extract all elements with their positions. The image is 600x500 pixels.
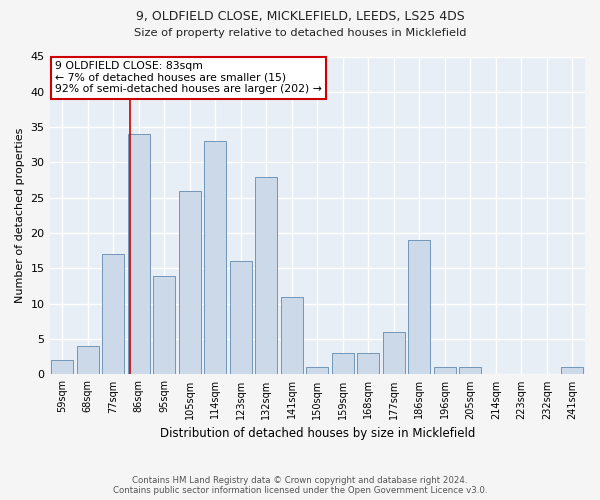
Bar <box>179 190 200 374</box>
Bar <box>256 176 277 374</box>
Bar <box>77 346 98 374</box>
Bar <box>281 296 302 374</box>
Bar <box>103 254 124 374</box>
Bar <box>332 353 353 374</box>
Bar <box>358 353 379 374</box>
Bar <box>154 276 175 374</box>
Bar <box>128 134 149 374</box>
Text: Contains HM Land Registry data © Crown copyright and database right 2024.
Contai: Contains HM Land Registry data © Crown c… <box>113 476 487 495</box>
Text: 9 OLDFIELD CLOSE: 83sqm
← 7% of detached houses are smaller (15)
92% of semi-det: 9 OLDFIELD CLOSE: 83sqm ← 7% of detached… <box>55 62 322 94</box>
Text: 9, OLDFIELD CLOSE, MICKLEFIELD, LEEDS, LS25 4DS: 9, OLDFIELD CLOSE, MICKLEFIELD, LEEDS, L… <box>136 10 464 23</box>
Bar <box>205 142 226 374</box>
Bar <box>307 368 328 374</box>
X-axis label: Distribution of detached houses by size in Micklefield: Distribution of detached houses by size … <box>160 427 475 440</box>
Text: Size of property relative to detached houses in Micklefield: Size of property relative to detached ho… <box>134 28 466 38</box>
Bar <box>52 360 73 374</box>
Bar <box>230 262 251 374</box>
Bar <box>434 368 455 374</box>
Bar <box>562 368 583 374</box>
Y-axis label: Number of detached properties: Number of detached properties <box>15 128 25 303</box>
Bar <box>460 368 481 374</box>
Bar <box>383 332 404 374</box>
Bar <box>409 240 430 374</box>
